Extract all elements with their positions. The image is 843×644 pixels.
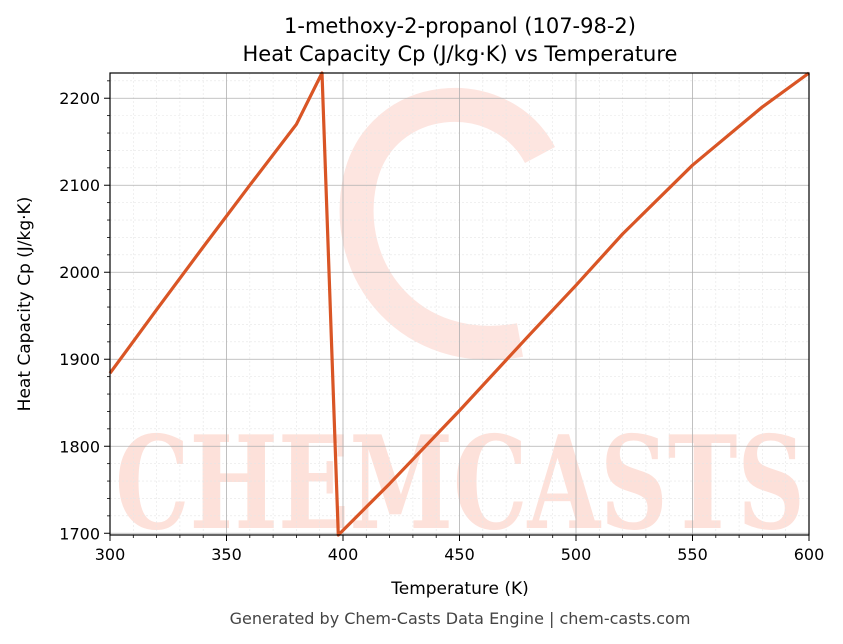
chart-title-line-2: Heat Capacity Cp (J/kg·K) vs Temperature (243, 42, 678, 66)
series-layer (108, 71, 810, 537)
y-tick-label: 2100 (59, 176, 100, 195)
y-tick-label: 1700 (59, 524, 100, 543)
y-tick-label: 1800 (59, 437, 100, 456)
y-axis: 1700 1800 1900 2000 2100 2200 (59, 80, 110, 543)
watermark: CHEMCASTS (115, 87, 805, 559)
series-line (108, 71, 810, 537)
footer-credit: Generated by Chem-Casts Data Engine | ch… (230, 609, 691, 628)
x-axis: 300 350 400 450 500 550 600 (95, 535, 825, 564)
x-tick-label: 550 (677, 545, 708, 564)
x-axis-label: Temperature (K) (390, 579, 529, 599)
x-tick-label: 450 (444, 545, 475, 564)
y-tick-label: 2200 (59, 89, 100, 108)
watermark-text: CHEMCASTS (115, 409, 805, 559)
x-tick-label: 300 (95, 545, 126, 564)
chart-title-line-1: 1-methoxy-2-propanol (107-98-2) (284, 14, 636, 38)
x-tick-label: 500 (561, 545, 592, 564)
x-tick-label: 350 (211, 545, 242, 564)
watermark-swirl (339, 87, 555, 360)
y-axis-label: Heat Capacity Cp (J/kg·K) (15, 197, 35, 412)
y-tick-label: 2000 (59, 263, 100, 282)
x-tick-label: 400 (328, 545, 359, 564)
y-tick-label: 1900 (59, 350, 100, 369)
x-tick-label: 600 (794, 545, 825, 564)
